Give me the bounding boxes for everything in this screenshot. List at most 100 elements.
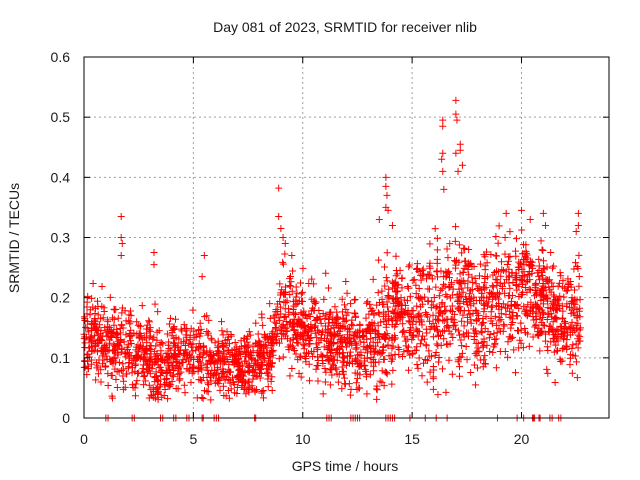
data-point <box>497 316 505 324</box>
data-point <box>319 359 327 367</box>
data-point <box>228 347 236 355</box>
data-point <box>85 328 93 336</box>
data-point <box>450 316 458 324</box>
data-point <box>196 351 204 359</box>
data-point <box>341 374 349 382</box>
data-point <box>505 292 513 300</box>
data-point <box>492 232 500 240</box>
data-point <box>241 334 249 342</box>
data-point <box>204 331 212 339</box>
data-point <box>560 293 568 301</box>
data-point <box>330 361 338 369</box>
data-point <box>374 309 382 317</box>
data-point <box>104 370 112 378</box>
data-point <box>334 378 342 386</box>
data-point <box>290 327 298 335</box>
data-point <box>567 309 575 317</box>
data-point <box>417 271 425 279</box>
data-point <box>572 259 580 267</box>
data-point <box>320 295 328 303</box>
data-point <box>190 327 198 335</box>
data-point <box>413 361 421 369</box>
data-point <box>321 365 329 373</box>
data-point <box>544 304 552 312</box>
data-point <box>181 389 189 397</box>
data-point <box>138 369 146 377</box>
data-point <box>185 367 193 375</box>
tick-labels: 0 0.1 0.2 0.3 0.4 0.5 0.6 0 5 10 15 20 <box>51 49 530 447</box>
data-point <box>374 330 382 338</box>
data-point <box>549 298 557 306</box>
data-point <box>180 321 188 329</box>
data-point <box>568 318 576 326</box>
data-point <box>344 309 352 317</box>
data-point <box>481 279 489 287</box>
data-point <box>378 287 386 295</box>
data-point <box>328 371 336 379</box>
data-point <box>574 209 582 217</box>
data-point <box>346 391 354 399</box>
data-point <box>415 354 423 362</box>
data-point <box>571 300 579 308</box>
data-point <box>408 350 416 358</box>
data-point <box>209 351 217 359</box>
data-point <box>516 336 524 344</box>
data-point <box>214 337 222 345</box>
data-point <box>540 257 548 265</box>
data-point <box>84 350 92 358</box>
data-point <box>222 353 230 361</box>
data-point <box>231 338 239 346</box>
data-point <box>351 295 359 303</box>
data-point <box>234 358 242 366</box>
data-point <box>217 318 225 326</box>
data-point <box>526 262 534 270</box>
data-point <box>236 367 244 375</box>
data-point <box>422 275 430 283</box>
data-point <box>370 320 378 328</box>
data-point <box>292 293 300 301</box>
data-point <box>460 333 468 341</box>
data-point <box>165 345 173 353</box>
data-point <box>161 380 169 388</box>
data-point <box>545 327 553 335</box>
data-point <box>556 292 564 300</box>
data-point <box>383 370 391 378</box>
data-point <box>326 338 334 346</box>
data-point <box>321 315 329 323</box>
data-point <box>312 365 320 373</box>
data-point <box>574 221 582 229</box>
data-point <box>507 302 515 310</box>
data-point <box>474 284 482 292</box>
data-point <box>404 297 412 305</box>
data-point <box>490 329 498 337</box>
data-point <box>532 291 540 299</box>
data-point <box>390 335 398 343</box>
data-point <box>540 309 548 317</box>
data-point <box>439 122 447 130</box>
data-point <box>472 280 480 288</box>
data-point <box>146 324 154 332</box>
data-point <box>415 294 423 302</box>
data-point <box>265 339 273 347</box>
data-point <box>187 378 195 386</box>
data-point <box>364 298 372 306</box>
data-point <box>181 324 189 332</box>
data-point <box>507 321 515 329</box>
data-point <box>481 352 489 360</box>
data-point <box>392 294 400 302</box>
data-point <box>444 268 452 276</box>
data-point <box>282 332 290 340</box>
data-point <box>143 365 151 373</box>
data-point <box>118 304 126 312</box>
data-point <box>439 116 447 124</box>
data-point <box>463 356 471 364</box>
data-point <box>81 357 89 365</box>
data-point <box>118 240 126 248</box>
data-point <box>401 333 409 341</box>
data-point <box>163 375 171 383</box>
data-point <box>426 240 434 248</box>
data-point <box>158 366 166 374</box>
data-point <box>415 285 423 293</box>
data-point <box>190 356 198 364</box>
data-point <box>107 371 115 379</box>
